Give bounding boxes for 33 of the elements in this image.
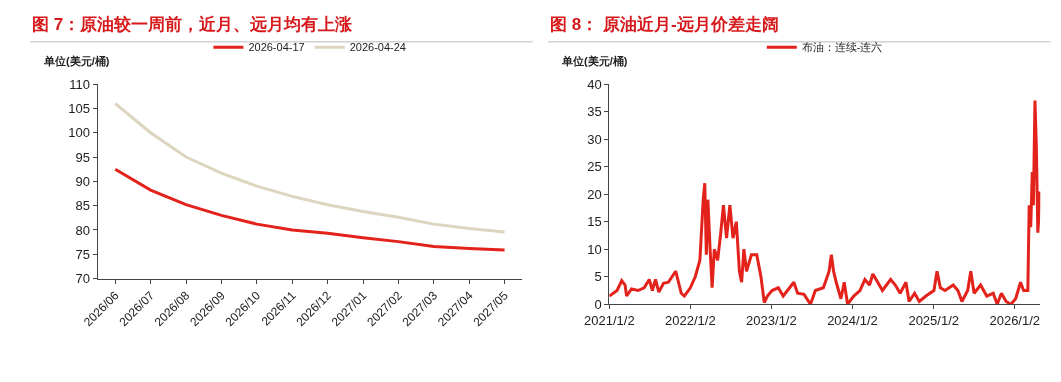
y-tick-label: 100 bbox=[68, 125, 90, 141]
y-tick-label: 105 bbox=[68, 100, 90, 116]
y-tick-label: 70 bbox=[75, 271, 90, 287]
y-tick-label: 15 bbox=[587, 214, 602, 230]
line-series bbox=[113, 102, 507, 234]
y-tick-label: 5 bbox=[594, 269, 602, 285]
legend-label: 2026-04-17 bbox=[248, 41, 305, 54]
y-tick-label: 25 bbox=[587, 159, 602, 175]
x-tick-label: 2025/1/2 bbox=[908, 312, 960, 328]
y-tick-label: 40 bbox=[587, 76, 602, 92]
y-tick-label: 35 bbox=[587, 104, 602, 120]
x-tick-label: 2021/1/2 bbox=[584, 312, 635, 328]
y-tick-label: 85 bbox=[75, 198, 90, 214]
x-tick-label: 2022/1/2 bbox=[665, 312, 716, 328]
x-tick-label: 2024/1/2 bbox=[827, 312, 878, 328]
y-tick-label: 30 bbox=[587, 131, 602, 147]
y-tick-label: 10 bbox=[587, 241, 602, 257]
line-series bbox=[113, 167, 507, 252]
y-tick-label: 90 bbox=[75, 173, 90, 189]
y-tick-label: 0 bbox=[594, 296, 602, 312]
y-axis-title: 单位(美元/桶) bbox=[561, 55, 628, 67]
y-tick-label: 80 bbox=[75, 222, 90, 238]
chart-title: 图 7：原油较一周前，近月、远月均有上涨 bbox=[32, 15, 354, 34]
y-axis-title: 单位(美元/桶) bbox=[43, 55, 110, 67]
chart-title: 图 8： 原油近月-远月价差走阔 bbox=[550, 15, 779, 34]
y-tick-label: 75 bbox=[75, 246, 90, 262]
y-tick-label: 20 bbox=[587, 186, 602, 202]
x-tick-label: 2023/1/2 bbox=[746, 312, 797, 328]
x-tick-label: 2026/1/2 bbox=[989, 312, 1041, 328]
y-tick-label: 110 bbox=[69, 76, 90, 92]
legend-label: 布油：连续-连六 bbox=[801, 41, 883, 54]
y-tick-label: 95 bbox=[75, 149, 90, 165]
legend-label: 2026-04-24 bbox=[349, 41, 406, 54]
